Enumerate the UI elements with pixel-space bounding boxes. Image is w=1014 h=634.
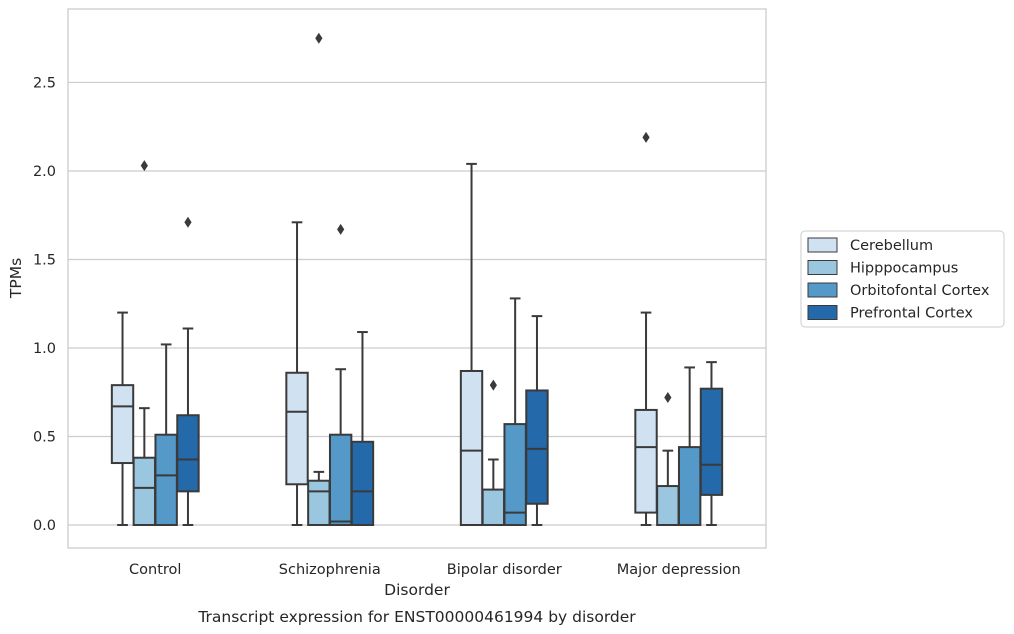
box-series [110, 32, 724, 526]
outlier-point [337, 223, 345, 235]
legend-frame [800, 230, 1005, 328]
box-3-1 [350, 331, 375, 526]
legend-label: Hipppocampus [850, 261, 958, 277]
legend: Cerebellum Hipppocampus Orbitofontal Corte… [800, 230, 1005, 328]
box-iqr [699, 387, 724, 496]
legend-swatch [807, 282, 838, 298]
box-0-2 [459, 162, 484, 526]
x-tick-label: Control [129, 562, 181, 578]
box-3-0 [176, 216, 200, 526]
box-2-1 [328, 223, 353, 526]
box-iqr [285, 371, 309, 486]
x-axis-label: Disorder [384, 581, 450, 599]
legend-swatch [807, 260, 838, 275]
box-iqr [677, 446, 702, 526]
legend-swatch [807, 305, 838, 320]
y-tick-label: 1.0 [33, 341, 56, 357]
box-iqr [481, 488, 506, 526]
y-tick-label: 0.0 [33, 518, 56, 534]
outlier-point [315, 32, 323, 44]
box-1-3 [656, 392, 680, 526]
box-iqr [503, 423, 527, 526]
box-iqr [350, 440, 375, 526]
chart-caption: Transcript expression for ENST0000046199… [197, 608, 636, 626]
legend-label: Cerebellum [850, 238, 933, 254]
box-iqr [656, 485, 680, 526]
box-iqr [328, 433, 353, 526]
outlier-point [184, 216, 192, 228]
y-tick-label: 1.5 [33, 252, 56, 268]
box-iqr [110, 384, 135, 465]
x-tick-label: Bipolar disorder [447, 562, 562, 578]
outlier-point [489, 379, 497, 391]
box-0-3 [634, 131, 658, 526]
y-tick-label: 2.5 [33, 75, 56, 91]
box-1-2 [481, 379, 506, 526]
y-tick-label: 0.5 [33, 429, 56, 445]
y-axis-label: TPMs [7, 258, 25, 299]
outlier-point [664, 392, 672, 404]
legend-label: Orbitofontal Cortex [850, 283, 990, 299]
x-tick-label: Schizophrenia [279, 562, 381, 578]
box-iqr [634, 408, 658, 514]
box-3-2 [525, 315, 549, 526]
legend-label: Prefrontal Cortex [850, 306, 973, 322]
y-axis-ticks: 0.0 0.5 1.0 1.5 2.0 2.5 [33, 75, 56, 534]
box-iqr [307, 479, 331, 526]
box-iqr [459, 369, 484, 526]
outlier-point [140, 160, 148, 172]
box-2-3 [677, 366, 702, 526]
outlier-point [642, 131, 650, 143]
box-iqr [176, 414, 200, 493]
box-2-2 [503, 297, 527, 526]
plot-area-frame [67, 8, 767, 549]
legend-swatch [807, 237, 838, 253]
x-tick-label: Major depression [617, 562, 741, 578]
box-0-1 [285, 221, 309, 526]
box-iqr [132, 456, 157, 526]
box-1-1 [307, 32, 331, 526]
box-iqr [154, 433, 178, 526]
box-iqr [525, 389, 549, 505]
x-axis-ticks: Control Schizophrenia Bipolar disorder Majo… [129, 562, 741, 578]
box-2-0 [154, 343, 178, 526]
box-1-0 [132, 160, 157, 526]
box-3-3 [699, 361, 724, 526]
y-tick-label: 2.0 [33, 164, 56, 180]
box-0-0 [110, 311, 135, 526]
